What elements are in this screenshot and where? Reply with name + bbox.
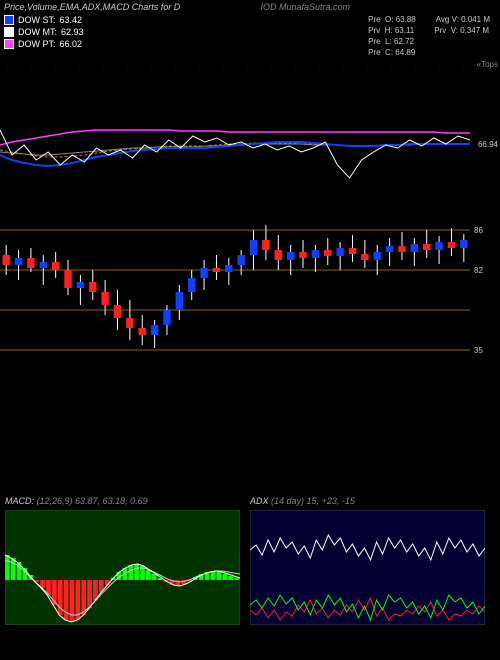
info-pre2: Pre	[368, 37, 380, 46]
macd-panel[interactable]	[5, 510, 240, 625]
svg-text:·: ·	[77, 63, 79, 70]
info-c: C: 64.89	[385, 48, 415, 57]
legend-st-swatch	[4, 15, 14, 25]
svg-text:·: ·	[161, 63, 163, 70]
svg-text:·: ·	[377, 63, 379, 70]
svg-text:·: ·	[17, 63, 19, 70]
adx-panel[interactable]	[250, 510, 485, 625]
svg-text:·: ·	[269, 63, 271, 70]
info-o: O: 63.88	[385, 15, 416, 24]
svg-text:·: ·	[401, 63, 403, 70]
svg-text:86: 86	[474, 226, 483, 235]
candle-panel[interactable]: 86 82 35	[0, 200, 500, 360]
watermark: IOD MunafaSutra.com	[260, 2, 350, 12]
svg-text:·: ·	[449, 63, 451, 70]
svg-text:·: ·	[461, 63, 463, 70]
macd-label: MACD: (12,26,9) 63.87, 63.18, 0.69	[5, 496, 148, 506]
svg-text:35: 35	[474, 346, 483, 355]
chart-container: Price,Volume,EMA,ADX,MACD Charts for D I…	[0, 0, 500, 660]
svg-text:·: ·	[257, 63, 259, 70]
svg-text:·: ·	[413, 63, 415, 70]
svg-text:·: ·	[137, 63, 139, 70]
ema-panel[interactable]: · · · · · · · · · · · · · · · · · · · · · · · · · · · · · · · · · · · · · · · ·	[0, 60, 500, 190]
info-avgv-l: Avg V:	[436, 15, 459, 24]
svg-text:82: 82	[474, 266, 483, 275]
svg-text:·: ·	[365, 63, 367, 70]
legend-pt-label: DOW PT:	[18, 38, 56, 50]
macd-p: (12,26,9) 63.87, 63.18, 0.69	[37, 496, 148, 506]
legend-box: DOW ST: 63.42 DOW MT: 62.93 DOW PT: 66.0…	[4, 14, 84, 50]
legend-mt-swatch	[4, 27, 14, 37]
legend-mt: DOW MT: 62.93	[4, 26, 84, 38]
svg-text:·: ·	[353, 63, 355, 70]
svg-text:·: ·	[389, 63, 391, 70]
info-prv2: Prv	[434, 26, 446, 35]
legend-mt-label: DOW MT:	[18, 26, 57, 38]
svg-text:·: ·	[197, 63, 199, 70]
info-pre: Pre	[368, 15, 380, 24]
svg-text:·: ·	[125, 63, 127, 70]
macd-l: MACD:	[5, 496, 34, 506]
svg-text:·: ·	[281, 63, 283, 70]
svg-text:·: ·	[101, 63, 103, 70]
svg-text:·: ·	[173, 63, 175, 70]
svg-text:·: ·	[29, 63, 31, 70]
info-l: L: 62.72	[385, 37, 414, 46]
svg-text:·: ·	[305, 63, 307, 70]
info-pre3: Pre	[368, 48, 380, 57]
chart-title: Price,Volume,EMA,ADX,MACD Charts for D	[4, 2, 180, 12]
svg-text:·: ·	[113, 63, 115, 70]
legend-pt-swatch	[4, 39, 14, 49]
svg-text:·: ·	[209, 63, 211, 70]
svg-text:·: ·	[65, 63, 67, 70]
info-avgv: 0.041 M	[461, 15, 490, 24]
svg-text:·: ·	[473, 63, 475, 70]
legend-st-label: DOW ST:	[18, 14, 56, 26]
legend-pt: DOW PT: 66.02	[4, 38, 84, 50]
svg-text:·: ·	[149, 63, 151, 70]
info-prv: Prv	[368, 26, 380, 35]
svg-text:·: ·	[89, 63, 91, 70]
svg-text:·: ·	[245, 63, 247, 70]
svg-text:·: ·	[41, 63, 43, 70]
legend-st: DOW ST: 63.42	[4, 14, 84, 26]
adx-label: ADX (14 day) 15, +23, -15	[250, 496, 355, 506]
svg-text:·: ·	[5, 63, 7, 70]
svg-text:·: ·	[233, 63, 235, 70]
svg-text:·: ·	[437, 63, 439, 70]
info-h: H: 63.11	[385, 26, 415, 35]
svg-text:·: ·	[53, 63, 55, 70]
legend-mt-value: 62.93	[61, 26, 84, 38]
adx-l: ADX	[250, 496, 269, 506]
svg-text:·: ·	[221, 63, 223, 70]
svg-text:·: ·	[329, 63, 331, 70]
ohlc-info: Pre O: 63.88 Avg V: 0.041 M Prv H: 63.11…	[368, 14, 490, 58]
svg-text:·: ·	[425, 63, 427, 70]
info-prvv: V: 0.347 M	[451, 26, 489, 35]
svg-text:·: ·	[293, 63, 295, 70]
svg-text:·: ·	[185, 63, 187, 70]
legend-pt-value: 66.02	[60, 38, 83, 50]
legend-st-value: 63.42	[60, 14, 83, 26]
svg-text:·: ·	[341, 63, 343, 70]
svg-text:·: ·	[317, 63, 319, 70]
adx-p: (14 day) 15, +23, -15	[271, 496, 355, 506]
ema-y-label: 66.94	[478, 140, 498, 149]
